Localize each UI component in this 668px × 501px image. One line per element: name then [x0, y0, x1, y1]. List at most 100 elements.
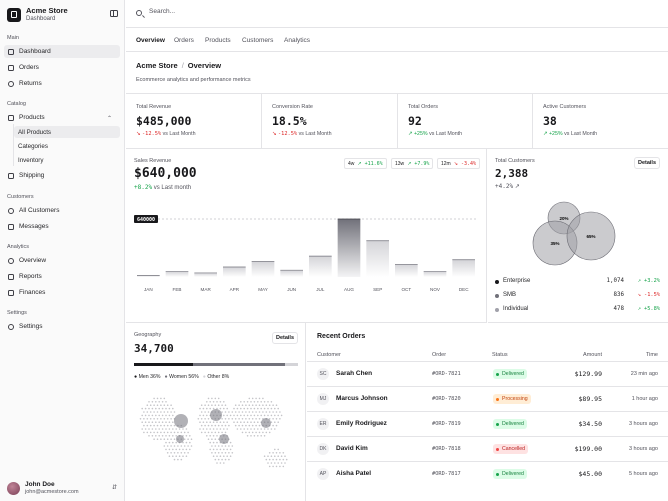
map-dot — [180, 452, 183, 454]
segment-row-enterprise: Enterprise 1,074 ↗ +3.2% — [495, 277, 660, 287]
range-pill-4w[interactable]: 4w ↗ +11.6% — [344, 158, 387, 169]
map-dot — [207, 411, 210, 413]
map-dot — [246, 401, 249, 403]
order-id[interactable]: #ORD-7820 — [432, 396, 461, 402]
order-amount: $89.95 — [578, 395, 602, 403]
map-dot — [185, 448, 188, 451]
topbar — [126, 0, 668, 28]
sidebar-item-all-customers[interactable]: All Customers — [4, 204, 120, 217]
map-dot — [275, 458, 278, 461]
sidebar-item-returns[interactable]: Returns — [4, 77, 120, 90]
map-dot — [267, 401, 269, 403]
tab-products[interactable]: Products — [205, 37, 231, 44]
geography-details-button[interactable]: Details — [272, 332, 298, 344]
map-dot — [149, 424, 152, 427]
map-dot — [185, 441, 188, 444]
map-dot — [173, 424, 176, 427]
column-header-status: Status — [492, 352, 508, 358]
sidebar-item-reports[interactable]: Reports — [4, 270, 120, 283]
gender-split-bar — [134, 363, 298, 366]
tab-customers[interactable]: Customers — [242, 37, 274, 44]
map-dot — [146, 431, 149, 434]
map-dot — [265, 404, 268, 406]
map-dot — [165, 421, 167, 423]
sidebar-item-dashboard[interactable]: Dashboard — [4, 45, 120, 58]
map-dot — [175, 435, 177, 437]
sidebar-item-messages[interactable]: Messages — [4, 220, 120, 233]
range-pill-12m[interactable]: 12m ↘ -3.4% — [437, 158, 480, 169]
map-dot — [270, 401, 273, 403]
map-dot — [219, 462, 222, 464]
map-dot — [224, 424, 227, 427]
search-input[interactable] — [149, 8, 349, 15]
map-dot — [217, 404, 220, 406]
sidebar-toggle-icon[interactable] — [110, 10, 118, 17]
table-row[interactable]: DK David Kim #ORD-7818 Cancelled $199.00 3 ho… — [307, 436, 668, 461]
map-dot — [178, 448, 181, 451]
sidebar-item-orders[interactable]: Orders — [4, 61, 120, 74]
map-dot — [240, 401, 242, 403]
map-dot — [212, 407, 215, 410]
customer-name: David Kim — [336, 445, 368, 452]
sidebar-item-products[interactable]: Products ⌃ — [4, 111, 120, 124]
map-dot — [248, 404, 251, 406]
table-row[interactable]: MJ Marcus Johnson #ORD-7820 Processing $89.9… — [307, 386, 668, 411]
map-dot — [151, 414, 154, 417]
geography-value: 34,700 — [134, 342, 174, 355]
map-dot — [170, 431, 172, 434]
map-dot — [253, 428, 256, 430]
user-menu[interactable]: John Doe john@acmestore.com — [7, 481, 79, 496]
order-id[interactable]: #ORD-7817 — [432, 471, 461, 477]
x-tick-label: JUL — [316, 287, 325, 292]
sidebar-item-inventory[interactable]: Inventory — [18, 156, 44, 164]
map-dot — [282, 465, 285, 468]
map-dot — [155, 421, 157, 423]
customers-value: 2,388 — [495, 167, 529, 180]
x-tick-label: JUN — [287, 287, 296, 292]
range-pill-13w[interactable]: 13w ↗ +7.9% — [391, 158, 434, 169]
customer-initials: MJ — [317, 393, 329, 405]
brand[interactable]: Acme Store Dashboard — [7, 6, 68, 23]
map-dot — [265, 458, 268, 461]
max-label: 640000 — [137, 217, 155, 223]
sidebar-item-categories[interactable]: Categories — [18, 142, 48, 150]
map-dot — [257, 401, 259, 403]
map-dot — [262, 397, 264, 400]
map-dot — [228, 452, 230, 454]
map-dot — [139, 418, 142, 420]
segment-dot — [495, 308, 499, 312]
chevron-up-down-icon[interactable]: ⇵ — [112, 485, 118, 491]
map-dot — [253, 401, 256, 403]
map-dot — [165, 448, 167, 451]
order-id[interactable]: #ORD-7819 — [432, 421, 461, 427]
tab-orders[interactable]: Orders — [174, 37, 194, 44]
map-dot — [224, 411, 227, 413]
breadcrumb-store[interactable]: Acme Store — [136, 61, 178, 70]
table-row[interactable]: AP Aisha Patel #ORD-7817 Delivered $45.00 5 h… — [307, 461, 668, 486]
map-dot — [204, 404, 206, 406]
map-dot — [143, 411, 145, 413]
map-dot — [255, 411, 257, 413]
order-id[interactable]: #ORD-7818 — [432, 446, 461, 452]
segment-row-individual: Individual 478 ↗ +5.8% — [495, 305, 660, 315]
map-dot — [257, 421, 259, 423]
bar-nov — [423, 271, 447, 277]
stat-delta: +25% — [548, 131, 563, 137]
map-dot — [282, 452, 285, 454]
sidebar-item-finances[interactable]: Finances — [4, 286, 120, 299]
map-dot — [175, 455, 177, 457]
sidebar-item-overview[interactable]: Overview — [4, 254, 120, 267]
sidebar-item-shipping[interactable]: Shipping — [4, 169, 120, 182]
sidebar-item-all-products[interactable]: All Products — [14, 126, 120, 138]
table-row[interactable]: ER Emily Rodriguez #ORD-7819 Delivered $34.5… — [307, 411, 668, 436]
status-label: Delivered — [502, 471, 524, 477]
order-id[interactable]: #ORD-7821 — [432, 371, 461, 377]
customers-details-button[interactable]: Details — [634, 157, 660, 169]
table-row[interactable]: SC Sarah Chen #ORD-7821 Delivered $129.99 23 … — [307, 361, 668, 386]
sidebar-item-settings[interactable]: Settings — [4, 320, 120, 333]
tab-analytics[interactable]: Analytics — [284, 37, 311, 44]
map-dot — [268, 411, 271, 413]
bar-jul — [309, 256, 332, 277]
segment-name: Enterprise — [503, 278, 531, 284]
tab-overview[interactable]: Overview — [136, 37, 165, 44]
